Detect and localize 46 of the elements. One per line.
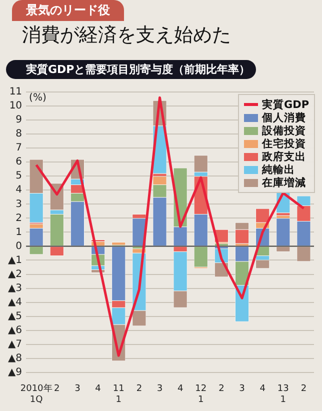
x-tick-label: 3 [156, 384, 163, 394]
y-tick-label: 5 [16, 170, 22, 182]
y-axis-title: (%) [29, 92, 46, 104]
y-tick-label: ▲6 [8, 324, 22, 336]
x-tick-label: 4 [177, 384, 184, 394]
x-tick-label: 4 [260, 384, 266, 394]
x-tick-label: 11 1 [112, 384, 124, 405]
y-tick-label: 8 [16, 128, 22, 140]
y-tick-label: ▲7 [8, 338, 22, 350]
text: 景気のリード役 [12, 0, 124, 21]
legend-label: 純輸出 [262, 162, 295, 176]
y-tick-label: ▲4 [8, 296, 22, 308]
y-tick-label: 0 [16, 240, 22, 252]
y-tick-label: 1 [16, 226, 22, 238]
chart-title: 消費が経済を支え始めた [22, 23, 231, 48]
y-tick-label: 7 [16, 142, 22, 154]
x-tick-label: 13 1 [277, 384, 289, 405]
chart-subtitle: 実質GDPと需要項目別寄与度（前期比年率） [6, 60, 256, 79]
x-tick-label: 2010年 1Q [20, 383, 52, 405]
y-tick-label: 6 [16, 156, 22, 168]
x-tick-label: 12 1 [195, 384, 207, 405]
x-tick-label: 2 [136, 384, 142, 394]
legend-label: 個人消費 [262, 110, 306, 124]
y-tick-label: 11 [9, 86, 22, 98]
legend-label: 在庫増減 [262, 176, 306, 190]
y-tick-label: 2 [16, 212, 22, 224]
x-tick-label: 2 [218, 384, 224, 394]
y-tick-label: ▲3 [8, 282, 22, 294]
y-tick-label: 9 [16, 114, 22, 126]
legend-label: 政府支出 [262, 150, 306, 164]
x-tick-label: 3 [74, 384, 80, 394]
x-tick-label: 3 [239, 384, 245, 394]
y-tick-label: ▲8 [8, 352, 22, 364]
y-tick-label: 10 [9, 100, 22, 112]
legend-label: 設備投資 [262, 124, 306, 138]
legend-label: 実質GDP [262, 98, 310, 112]
y-tick-label: ▲1 [8, 254, 22, 266]
y-tick-label: ▲5 [8, 310, 22, 322]
y-tick-label: ▲2 [8, 268, 22, 280]
y-tick-label: 4 [16, 184, 22, 196]
y-tick-label: ▲9 [8, 366, 22, 378]
x-tick-label: 2 [300, 384, 307, 394]
x-tick-label: 4 [95, 384, 102, 394]
y-tick-label: 3 [16, 198, 22, 210]
x-tick-label: 2 [54, 384, 60, 394]
legend-label: 住宅投資 [262, 136, 306, 150]
